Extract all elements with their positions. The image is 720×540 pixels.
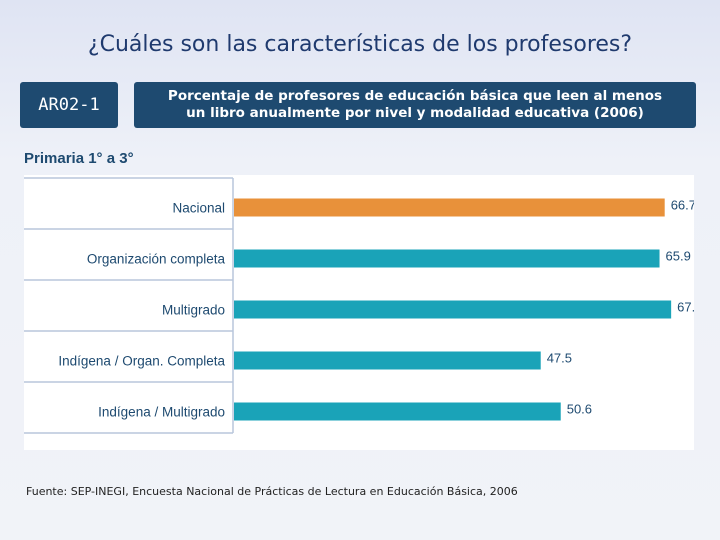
chart-subtitle-line-2: un libro anualmente por nivel y modalida… <box>186 105 644 121</box>
bar <box>234 300 672 319</box>
chart-panel: Nacional 66.7 Organización completa 65.9 Mul… <box>24 175 694 450</box>
slide-code-badge: AR02-1 <box>20 82 118 128</box>
bar-value-label: 50.6 <box>567 402 592 417</box>
bar <box>234 351 541 370</box>
category-label: Indígena / Multigrado <box>98 405 225 420</box>
category-label: Multigrado <box>162 303 225 318</box>
chart-subtitle-box: Porcentaje de profesores de educación bá… <box>134 82 696 128</box>
bar-chart: Nacional 66.7 Organización completa 65.9 Mul… <box>24 177 694 434</box>
chart-subtitle-line-1: Porcentaje de profesores de educación bá… <box>167 88 663 104</box>
bar <box>234 198 665 217</box>
source-note: Fuente: SEP-INEGI, Encuesta Nacional de … <box>26 485 518 498</box>
bar <box>234 249 660 268</box>
bar <box>234 402 561 421</box>
bar-value-label: 47.5 <box>547 351 572 366</box>
section-label: Primaria 1° a 3° <box>24 150 134 167</box>
bar-value-label: 65.9 <box>666 249 691 264</box>
bar-value-label: 67.7 <box>677 300 694 315</box>
category-label: Nacional <box>172 201 225 216</box>
category-label: Indígena / Organ. Completa <box>58 354 225 369</box>
slide-title: ¿Cuáles son las características de los p… <box>87 32 633 57</box>
category-label: Organización completa <box>87 252 226 267</box>
bar-value-label: 66.7 <box>671 198 694 213</box>
